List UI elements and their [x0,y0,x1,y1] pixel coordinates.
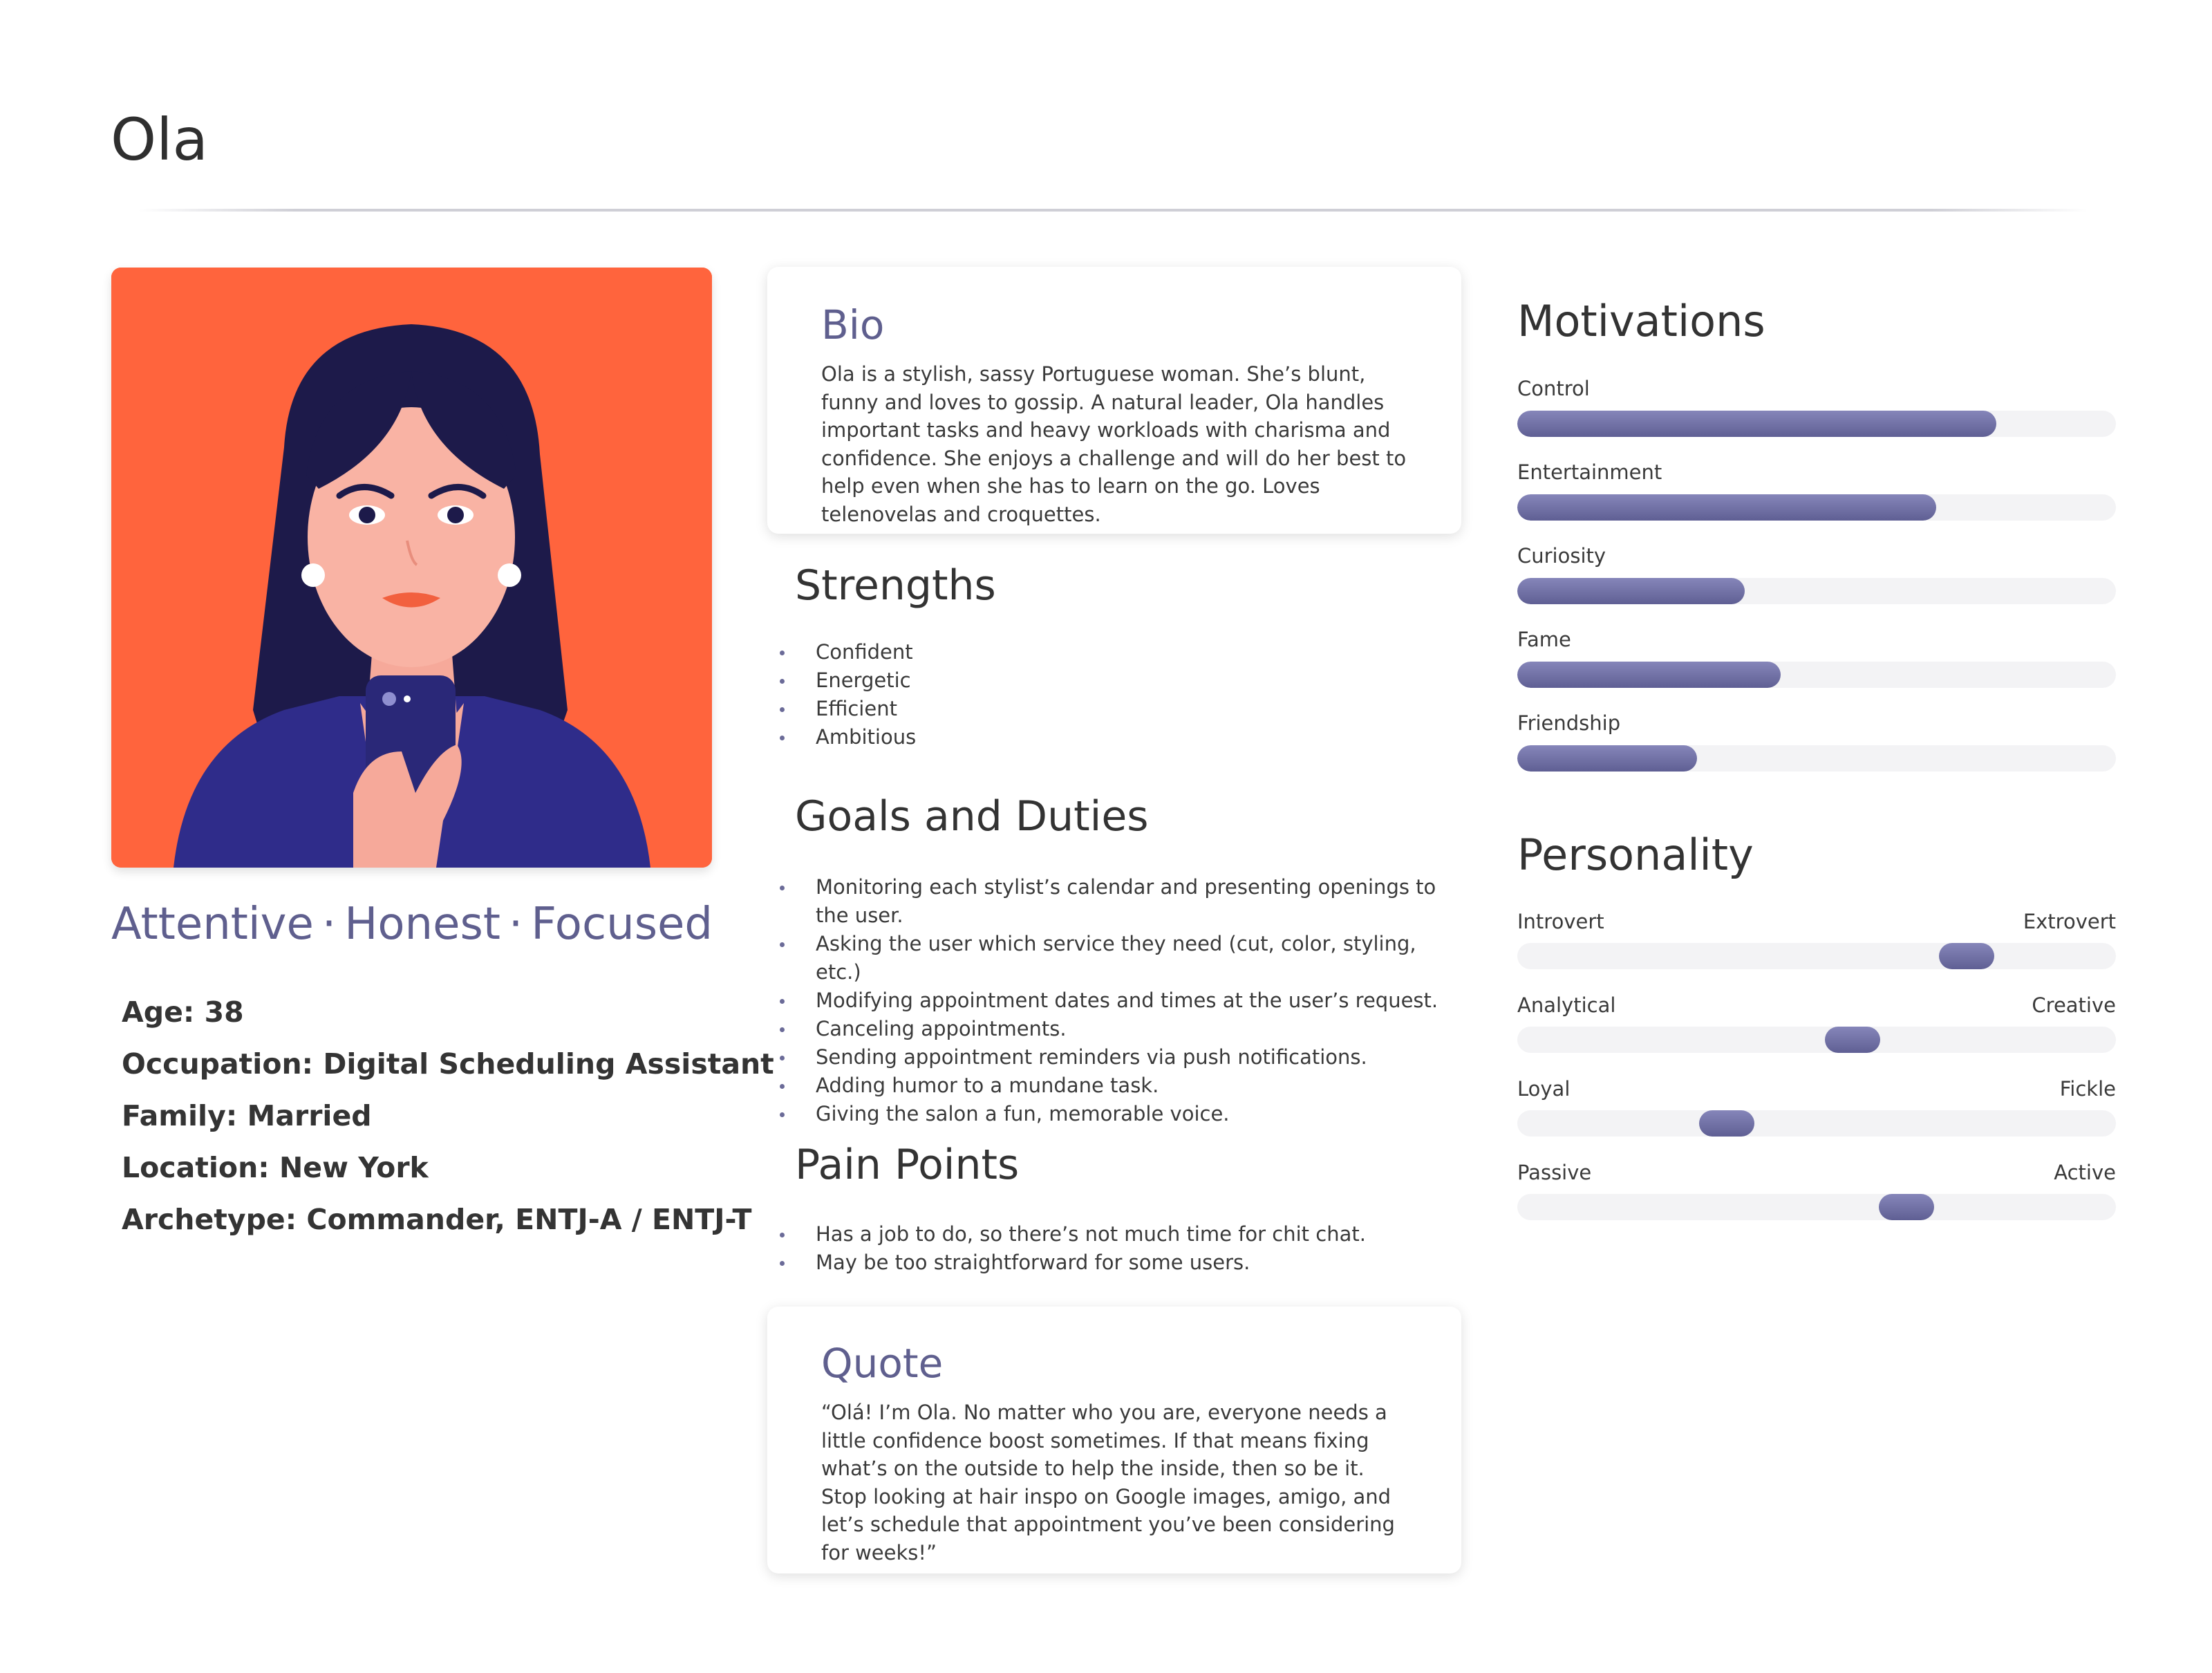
personality-slider [1517,943,2116,969]
pain-points-title: Pain Points [795,1141,1020,1189]
motivation-bar [1517,411,2116,437]
list-item: Adding humor to a mundane task. [780,1072,1457,1100]
motivations-title: Motivations [1517,296,1765,346]
motivation-fill [1517,578,1745,604]
header-divider [138,209,2088,212]
personality-left-label: Loyal [1517,1077,1571,1101]
trait: Focused [531,899,713,950]
quote-card: Quote “Olá! I’m Ola. No matter who you a… [767,1307,1461,1573]
personality-right-label: Active [2054,1161,2116,1184]
personality-slider [1517,1110,2116,1137]
list-item: May be too straightforward for some user… [780,1249,1443,1277]
fact-family: Family: Married [122,1099,372,1132]
list-item: Canceling appointments. [780,1015,1457,1043]
personality-title: Personality [1517,830,1754,880]
persona-avatar [111,268,712,868]
trait: Attentive [111,899,314,950]
personality-left-label: Passive [1517,1161,1592,1184]
goals-list: Monitoring each stylist’s calendar and p… [780,873,1457,1128]
bio-text: Ola is a stylish, sassy Portuguese woman… [821,362,1407,526]
persona-name: Ola [111,106,208,174]
list-item: Efficient [780,695,1443,723]
personality-knob [1878,1194,1934,1220]
list-item: Ambitious [780,723,1443,751]
list-item: Modifying appointment dates and times at… [780,987,1457,1015]
motivation-label: Friendship [1517,711,1621,735]
motivation-bar [1517,578,2116,604]
fact-location: Location: New York [122,1151,429,1184]
motivation-fill [1517,411,1996,437]
motivation-bar [1517,745,2116,772]
personality-left-label: Analytical [1517,993,1616,1017]
trait-separator: · [508,899,523,950]
strengths-title: Strengths [795,561,996,610]
fact-age: Age: 38 [122,996,244,1029]
list-item: Energetic [780,666,1443,695]
motivation-bar [1517,662,2116,688]
bio-card: Bio Ola is a stylish, sassy Portuguese w… [767,267,1461,534]
fact-archetype: Archetype: Commander, ENTJ-A / ENTJ-T [122,1203,752,1236]
list-item: Confident [780,638,1443,666]
personality-right-label: Extrovert [2023,910,2116,933]
personality-knob [1699,1110,1755,1137]
quote-text: “Olá! I’m Ola. No matter who you are, ev… [821,1401,1395,1564]
list-item: Has a job to do, so there’s not much tim… [780,1220,1443,1249]
pain-points-list: Has a job to do, so there’s not much tim… [780,1220,1443,1277]
woman-with-phone-illustration [111,268,712,868]
motivation-fill [1517,745,1697,772]
strengths-list: Confident Energetic Efficient Ambitious [780,638,1443,751]
personality-right-label: Creative [2032,993,2116,1017]
list-item: Sending appointment reminders via push n… [780,1043,1457,1072]
motivation-fill [1517,662,1781,688]
list-item: Monitoring each stylist’s calendar and p… [780,873,1457,930]
motivation-label: Fame [1517,628,1571,651]
persona-traits: Attentive · Honest · Focused [111,899,713,950]
personality-right-label: Fickle [2059,1077,2116,1101]
trait: Honest [344,899,500,950]
trait-separator: · [321,899,337,950]
motivation-label: Entertainment [1517,460,1662,484]
personality-left-label: Introvert [1517,910,1604,933]
motivation-label: Curiosity [1517,544,1606,568]
motivation-label: Control [1517,377,1590,400]
motivation-fill [1517,494,1937,521]
bio-title: Bio [821,301,885,348]
list-item: Asking the user which service they need … [780,930,1457,987]
quote-title: Quote [821,1340,944,1387]
personality-knob [1824,1027,1880,1053]
personality-knob [1938,943,1994,969]
personality-slider [1517,1027,2116,1053]
motivation-bar [1517,494,2116,521]
goals-title: Goals and Duties [795,792,1149,841]
fact-occupation: Occupation: Digital Scheduling Assistant [122,1047,774,1081]
personality-slider [1517,1194,2116,1220]
list-item: Giving the salon a fun, memorable voice. [780,1100,1457,1128]
